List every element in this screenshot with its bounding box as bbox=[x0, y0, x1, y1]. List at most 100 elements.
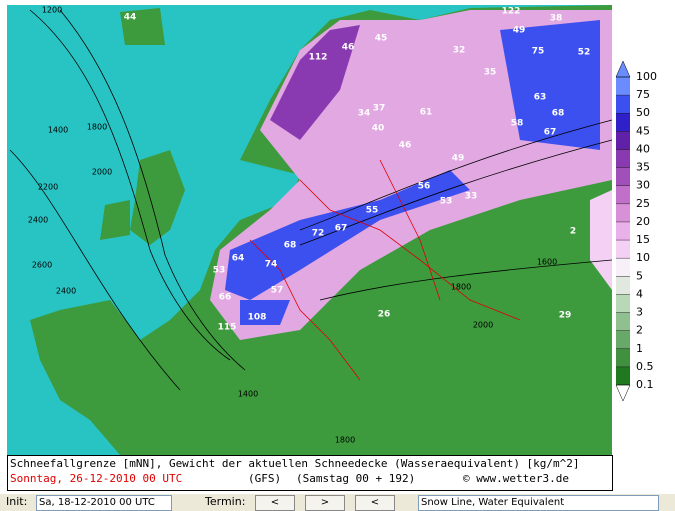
caption-run: (Samstag 00 + 192) bbox=[296, 472, 416, 485]
snow-label: 35 bbox=[484, 68, 497, 78]
contour-label: 2600 bbox=[32, 261, 52, 270]
snow-label: 46 bbox=[399, 141, 412, 151]
colorbar-label: 15 bbox=[636, 233, 650, 246]
button[interactable]: > bbox=[305, 495, 345, 511]
init-select[interactable]: Sa, 18-12-2010 00 UTC bbox=[36, 495, 172, 511]
colorbar-band bbox=[616, 258, 630, 277]
snow-label: 49 bbox=[513, 26, 526, 36]
snow-label: 34 bbox=[358, 109, 371, 119]
colorbar-band bbox=[616, 366, 630, 385]
borders bbox=[249, 159, 521, 381]
snow-label: 33 bbox=[465, 192, 478, 202]
contour-label: 2000 bbox=[473, 321, 493, 330]
contour-label: 2000 bbox=[92, 168, 112, 177]
snow-label: 108 bbox=[248, 313, 267, 323]
colorbar-label: 4 bbox=[636, 287, 643, 300]
contour-label: 1400 bbox=[48, 126, 68, 135]
snow-label: 122 bbox=[502, 7, 521, 17]
snow-cover bbox=[210, 10, 612, 340]
colorbar-band bbox=[616, 348, 630, 367]
snow-label: 57 bbox=[271, 286, 284, 296]
colorbar-band bbox=[616, 185, 630, 204]
contour-label: 2200 bbox=[38, 183, 58, 192]
snow-label: 67 bbox=[335, 224, 348, 234]
colorbar-band bbox=[616, 240, 630, 259]
caption-title: Schneefallgrenze [mNN], Gewicht der aktu… bbox=[10, 457, 580, 470]
snow-label: 46 bbox=[342, 43, 355, 53]
colorbar-label: 5 bbox=[636, 269, 643, 282]
colorbar-band bbox=[616, 149, 630, 168]
caption-model: (GFS) bbox=[248, 472, 282, 485]
snow-label: 40 bbox=[372, 124, 385, 134]
button[interactable]: < bbox=[355, 495, 395, 511]
colorbar-label: 50 bbox=[636, 106, 650, 119]
contour-label: 1800 bbox=[451, 283, 471, 292]
contour-label: 1800 bbox=[87, 123, 107, 132]
colorbar-label: 25 bbox=[636, 197, 650, 210]
colorbar-label: 30 bbox=[636, 179, 650, 192]
snow-label: 68 bbox=[284, 241, 297, 251]
contour-label: 1200 bbox=[42, 6, 62, 15]
colorbar-label: 0.1 bbox=[636, 378, 654, 391]
snow-label: 53 bbox=[213, 266, 226, 276]
colorbar-label: 75 bbox=[636, 88, 650, 101]
snow-label: 45 bbox=[375, 34, 388, 44]
snow-label: 68 bbox=[552, 109, 565, 119]
product-select[interactable]: Snow Line, Water Equivalent bbox=[418, 495, 659, 511]
init-label: Init: bbox=[6, 495, 28, 508]
colorbar-arrow bbox=[615, 60, 631, 78]
termin-label: Termin: bbox=[205, 495, 246, 508]
colorbar-label: 0.5 bbox=[636, 360, 654, 373]
colorbar-label: 40 bbox=[636, 142, 650, 155]
colorbar-band bbox=[616, 330, 630, 349]
colorbar-band bbox=[616, 221, 630, 241]
caption: Schneefallgrenze [mNN], Gewicht der aktu… bbox=[7, 455, 613, 491]
snow-label: 67 bbox=[544, 128, 557, 138]
snow-label: 72 bbox=[312, 229, 325, 239]
snow-label: 49 bbox=[452, 154, 465, 164]
snow-label: 32 bbox=[453, 46, 466, 56]
snow-label: 66 bbox=[219, 293, 232, 303]
colorbar-label: 3 bbox=[636, 306, 643, 319]
snow-label: 74 bbox=[265, 260, 278, 270]
caption-date: Sonntag, 26-12-2010 00 UTC bbox=[10, 472, 183, 485]
snow-label: 37 bbox=[373, 104, 386, 114]
snow-label: 44 bbox=[124, 13, 137, 23]
snow-label: 58 bbox=[511, 119, 524, 129]
snow-label: 56 bbox=[418, 182, 431, 192]
colorbar-arrow bbox=[615, 384, 631, 402]
colorbar-band bbox=[616, 113, 630, 132]
contour-label: 1400 bbox=[238, 390, 258, 399]
snow-label: 64 bbox=[232, 254, 245, 264]
colorbar-label: 1 bbox=[636, 342, 643, 355]
colorbar-band bbox=[616, 77, 630, 96]
contour-label: 2400 bbox=[28, 216, 48, 225]
snow-label: 29 bbox=[559, 311, 572, 321]
colorbar-band bbox=[616, 294, 630, 313]
contour-label: 1600 bbox=[537, 258, 557, 267]
snow-label: 63 bbox=[534, 93, 547, 103]
snow-label: 61 bbox=[420, 108, 433, 118]
snow-label: 38 bbox=[550, 14, 563, 24]
colorbar-label: 10 bbox=[636, 251, 650, 264]
contour-label: 1800 bbox=[335, 436, 355, 445]
snow-label: 55 bbox=[366, 206, 379, 216]
snow-label: 2 bbox=[570, 227, 576, 237]
snow-label: 53 bbox=[440, 197, 453, 207]
colorbar-band bbox=[616, 95, 630, 114]
snow-label: 26 bbox=[378, 310, 391, 320]
snow-label: 52 bbox=[578, 48, 591, 58]
colorbar-label: 35 bbox=[636, 161, 650, 174]
contour-label: 2400 bbox=[56, 287, 76, 296]
toolbar: Init: Sa, 18-12-2010 00 UTC Termin: < > … bbox=[0, 494, 675, 511]
colorbar-band bbox=[616, 131, 630, 150]
colorbar-label: 20 bbox=[636, 215, 650, 228]
colorbar-band bbox=[616, 203, 630, 222]
colorbar: 100 75 50 45 40 35 30 25 20 15 10 5 4 3 2 1 0.5 0.1 bbox=[615, 60, 657, 402]
colorbar-label: 45 bbox=[636, 124, 650, 137]
colorbar-band bbox=[616, 312, 630, 331]
button[interactable]: < bbox=[255, 495, 295, 511]
colorbar-band bbox=[616, 167, 630, 186]
